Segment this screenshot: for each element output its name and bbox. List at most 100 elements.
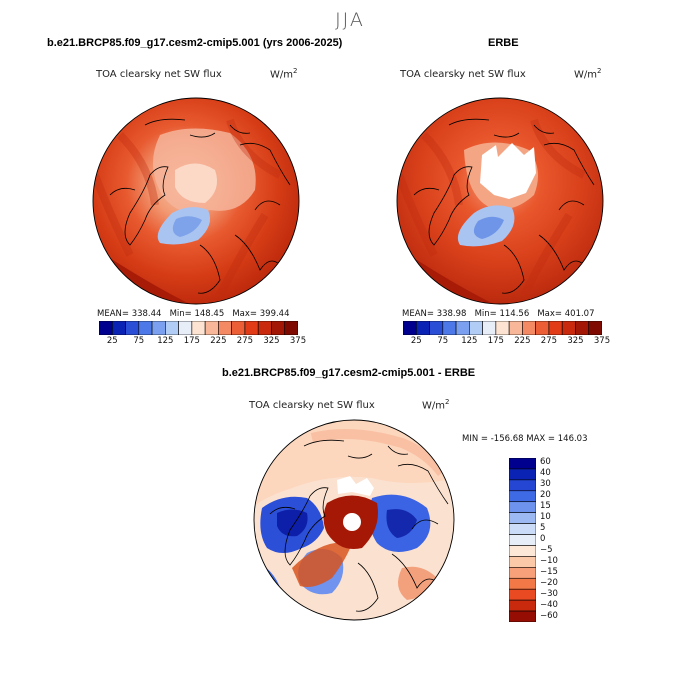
colorbar-swatch	[588, 321, 602, 335]
colorbar-swatch	[204, 321, 219, 335]
obs-panel-title: ERBE	[488, 37, 519, 49]
colorbar-swatch	[509, 501, 536, 513]
diff-panel-title: b.e21.BRCP85.f09_g17.cesm2-cmip5.001 - E…	[222, 367, 476, 379]
colorbar-swatch	[509, 512, 536, 524]
colorbar-swatch	[509, 458, 536, 470]
obs-colorbar	[403, 321, 602, 335]
colorbar-swatch	[271, 321, 286, 335]
obs-map-border	[396, 97, 604, 305]
colorbar-swatch	[125, 321, 140, 335]
obs-coastlines	[413, 118, 595, 294]
colorbar-swatch	[508, 321, 523, 335]
obs-variable-label: TOA clearsky net SW flux	[400, 69, 526, 80]
colorbar-swatch	[495, 321, 510, 335]
colorbar-tick-label: 10	[540, 512, 551, 523]
diff-field-positive-north	[310, 429, 446, 477]
model-map-border	[92, 97, 300, 305]
colorbar-tick-label: 275	[236, 336, 254, 346]
colorbar-swatch	[509, 567, 536, 579]
colorbar-tick-label: 325	[263, 336, 280, 346]
colorbar-tick-label: 20	[540, 490, 551, 501]
colorbar-swatch	[509, 588, 536, 601]
model-coastlines	[109, 118, 291, 294]
colorbar-swatch	[509, 545, 536, 557]
colorbar-swatch	[178, 321, 193, 335]
diff-colorbar	[509, 458, 536, 622]
obs-units-label: W/m2	[574, 67, 602, 81]
model-polar-map	[92, 97, 300, 305]
colorbar-swatch	[509, 479, 536, 492]
diff-variable-label: TOA clearsky net SW flux	[249, 400, 375, 411]
diff-colorbar-ticks: 60 40 30 20 15 10 5 0 −5 −10 −15 −20 −30 −40 −60	[538, 457, 578, 622]
colorbar-swatch	[403, 321, 417, 335]
diff-field-positive-greenland-edge	[292, 542, 352, 587]
colorbar-tick-label: 75	[437, 336, 449, 346]
colorbar-tick-label: 375	[289, 336, 307, 346]
diff-polar-map	[253, 419, 455, 621]
colorbar-tick-label: 275	[540, 336, 558, 346]
colorbar-swatch	[509, 534, 536, 546]
colorbar-swatch	[509, 577, 536, 590]
colorbar-swatch	[561, 321, 576, 335]
obs-field-texture	[397, 118, 586, 297]
obs-field-greenland-core	[473, 216, 504, 239]
colorbar-swatch	[165, 321, 179, 335]
colorbar-swatch	[522, 321, 536, 335]
colorbar-tick-label: 175	[487, 336, 504, 346]
colorbar-swatch	[509, 610, 536, 622]
diff-map-border	[253, 419, 455, 621]
diff-field-strong-negative-west	[277, 509, 308, 537]
colorbar-tick-label: −15	[540, 566, 558, 577]
colorbar-tick-label: −10	[540, 555, 558, 566]
obs-colorbar-ticks: 25 75 125 175 225 275 325 375	[394, 336, 614, 350]
colorbar-tick-label: −60	[540, 610, 558, 621]
colorbar-tick-label: 375	[593, 336, 611, 346]
model-panel-title: b.e21.BRCP85.f09_g17.cesm2-cmip5.001 (yr…	[47, 37, 343, 49]
diff-field-positive-southeast	[398, 566, 437, 600]
obs-field-missing-data	[480, 143, 536, 199]
colorbar-tick-label: 25	[106, 336, 118, 346]
colorbar-tick-label: −30	[540, 588, 558, 599]
diff-coastlines	[269, 439, 449, 612]
colorbar-swatch	[469, 321, 483, 335]
colorbar-swatch	[535, 321, 550, 335]
colorbar-tick-label: 30	[540, 479, 551, 490]
colorbar-swatch	[151, 321, 166, 335]
colorbar-swatch	[482, 321, 497, 335]
colorbar-swatch	[191, 321, 206, 335]
colorbar-swatch	[284, 321, 298, 335]
model-field-central-arctic	[175, 163, 218, 203]
colorbar-swatch	[231, 321, 246, 335]
colorbar-swatch	[111, 321, 126, 335]
colorbar-tick-label: 225	[514, 336, 531, 346]
colorbar-tick-label: −20	[540, 577, 558, 588]
colorbar-swatch	[429, 321, 444, 335]
colorbar-swatch	[218, 321, 232, 335]
colorbar-tick-label: 225	[210, 336, 227, 346]
colorbar-tick-label: 15	[540, 501, 551, 512]
colorbar-swatch	[455, 321, 470, 335]
colorbar-swatch	[257, 321, 272, 335]
colorbar-swatch	[509, 523, 536, 535]
season-title: JJA	[335, 9, 365, 31]
colorbar-swatch	[442, 321, 457, 335]
diff-field-missing-ring	[337, 476, 374, 496]
obs-polar-map	[396, 97, 604, 305]
model-field-greenland-core	[172, 216, 202, 237]
colorbar-swatch	[509, 556, 536, 568]
colorbar-swatch	[138, 321, 153, 335]
colorbar-tick-label: 5	[540, 523, 546, 534]
colorbar-tick-label: 325	[567, 336, 584, 346]
colorbar-swatch	[548, 321, 563, 335]
model-stats: MEAN= 338.44 Min= 148.45 Max= 399.44	[97, 309, 290, 319]
colorbar-tick-label: 0	[540, 534, 546, 544]
colorbar-tick-label: −5	[540, 544, 553, 555]
model-field-texture	[93, 118, 282, 297]
colorbar-swatch	[99, 321, 113, 335]
colorbar-swatch	[575, 321, 590, 335]
colorbar-tick-label: 40	[540, 468, 551, 479]
colorbar-swatch	[244, 321, 259, 335]
model-colorbar	[99, 321, 298, 335]
colorbar-tick-label: 125	[157, 336, 174, 346]
colorbar-swatch	[509, 468, 536, 481]
